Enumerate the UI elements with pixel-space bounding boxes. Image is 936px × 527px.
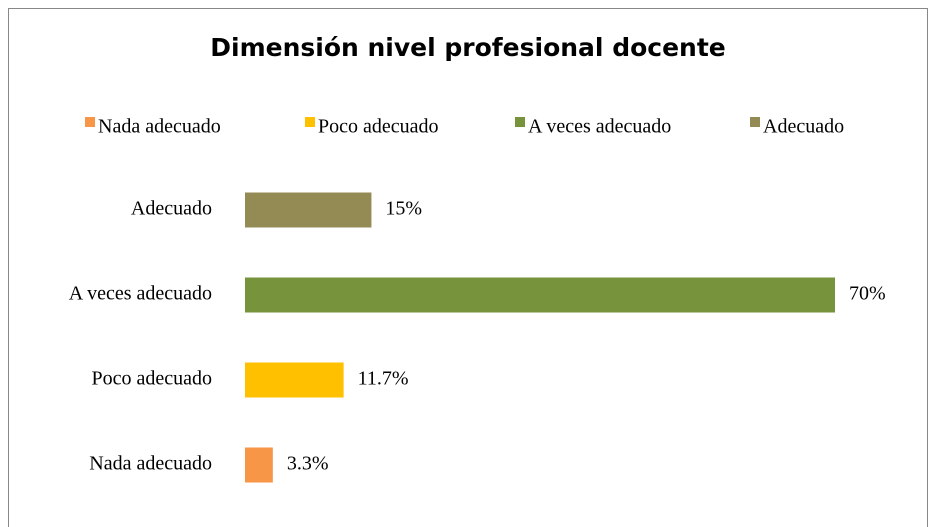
legend-label: A veces adecuado (528, 116, 671, 138)
legend-swatch (85, 117, 95, 127)
legend-swatch (305, 117, 315, 127)
bar (245, 277, 835, 313)
data-label: 3.3% (287, 453, 329, 475)
y-tick-label: A veces adecuado (69, 283, 212, 305)
legend-label: Poco adecuado (318, 116, 439, 138)
y-tick-label: Nada adecuado (89, 453, 212, 475)
bar (245, 362, 344, 398)
data-label: 15% (385, 198, 422, 220)
y-tick-label: Adecuado (131, 198, 212, 220)
legend-swatch (750, 117, 760, 127)
chart-frame (8, 8, 928, 527)
chart-title: Dimensión nivel profesional docente (210, 33, 726, 62)
legend-label: Adecuado (763, 116, 844, 138)
y-tick-label: Poco adecuado (91, 368, 212, 390)
data-label: 11.7% (358, 368, 409, 390)
legend-label: Nada adecuado (98, 116, 221, 138)
legend-swatch (515, 117, 525, 127)
data-label: 70% (849, 283, 886, 305)
bar (245, 192, 372, 228)
bar (245, 447, 273, 483)
